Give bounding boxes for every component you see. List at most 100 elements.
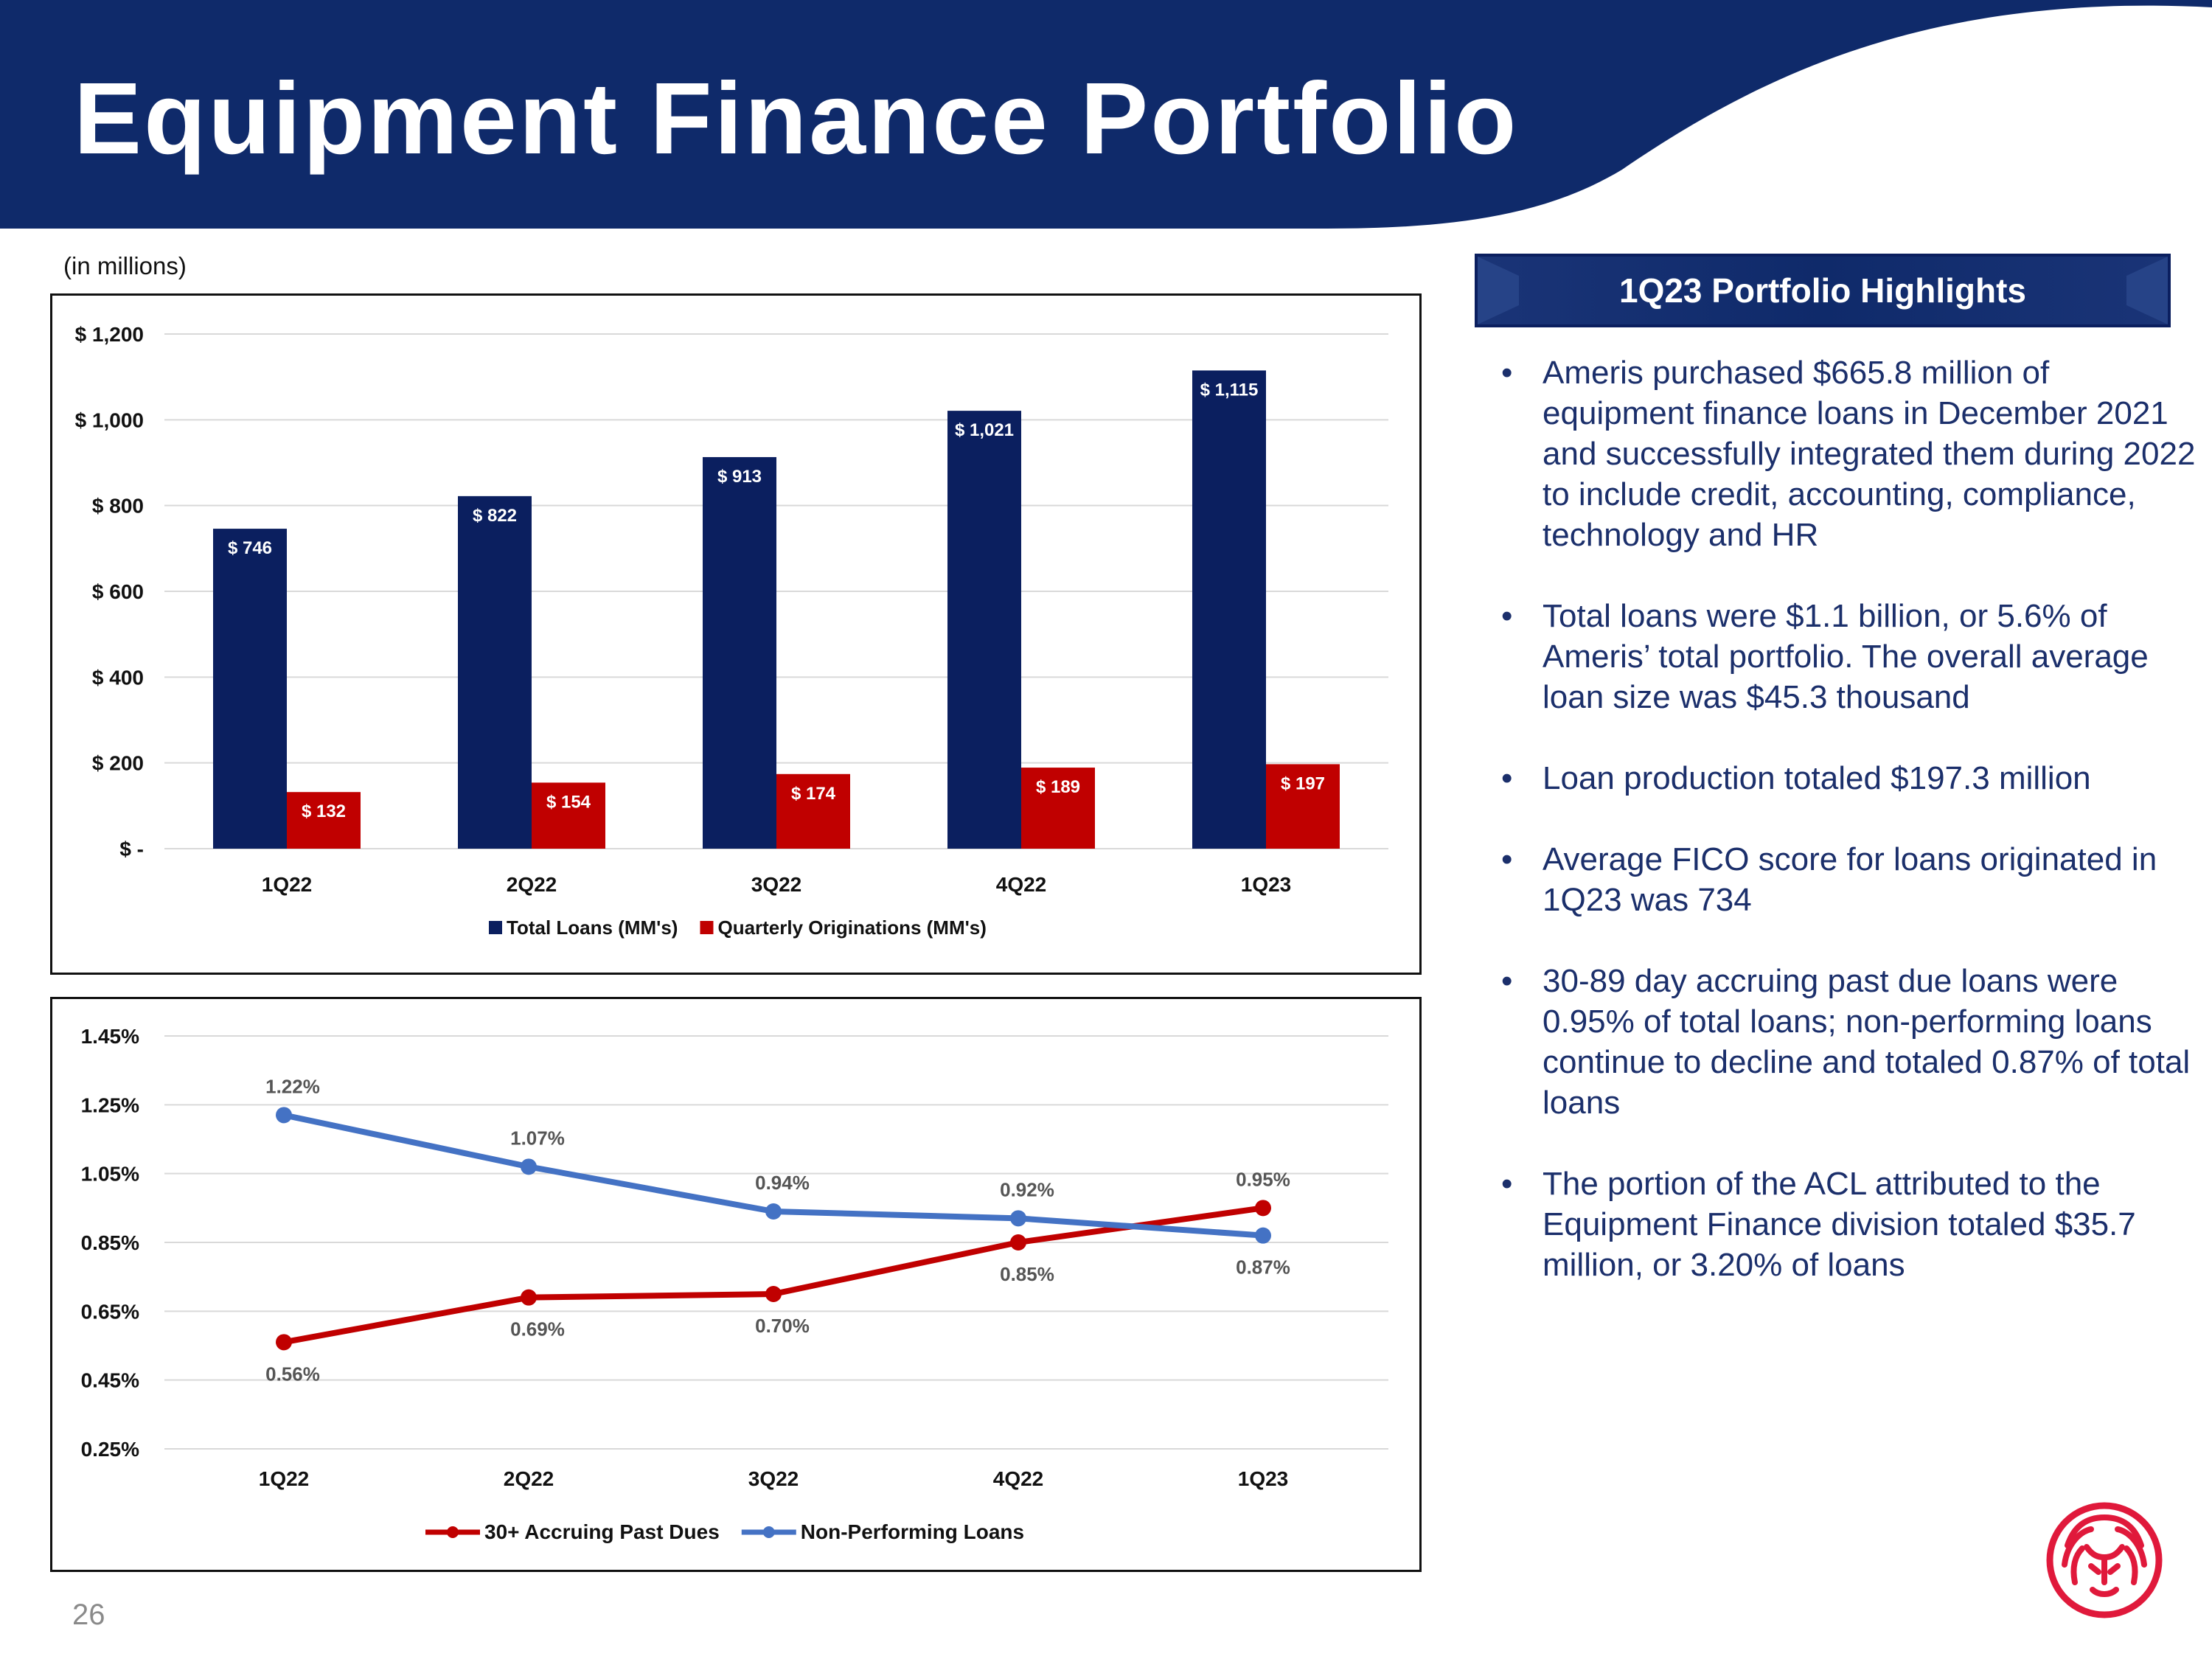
data-point <box>765 1203 782 1220</box>
point-data-label: 0.85% <box>1000 1263 1054 1285</box>
y-tick-label: $ 200 <box>92 752 144 775</box>
y-tick-label: $ 800 <box>92 495 144 518</box>
bar <box>703 456 776 849</box>
bullet-icon: • <box>1501 760 1513 796</box>
bar-data-label: $ 913 <box>717 467 762 487</box>
bar <box>1192 370 1266 849</box>
x-tick-label: 2Q22 <box>504 1467 554 1490</box>
y-tick-label: 1.45% <box>81 1025 139 1048</box>
bar <box>213 529 287 849</box>
legend-label: 30+ Accruing Past Dues <box>484 1520 720 1543</box>
point-data-label: 0.87% <box>1236 1256 1290 1279</box>
header-banner <box>0 0 2212 229</box>
y-tick-label: 1.25% <box>81 1093 139 1116</box>
highlight-text: The portion of the ACL attributed to the… <box>1543 1166 2136 1283</box>
bar-data-label: $ 174 <box>791 784 836 804</box>
legend-label: Total Loans (MM's) <box>507 917 678 939</box>
legend-label: Non-Performing Loans <box>801 1520 1024 1543</box>
lion-logo-icon <box>2046 1502 2163 1618</box>
x-tick-label: 1Q23 <box>1241 873 1292 896</box>
bar-data-label: $ 132 <box>302 801 346 821</box>
bar-data-label: $ 154 <box>546 792 591 812</box>
highlight-item: • The portion of the ACL attributed to th… <box>1497 1164 2197 1285</box>
data-point <box>1010 1234 1026 1251</box>
bar <box>776 773 850 849</box>
data-point <box>1255 1227 1271 1244</box>
point-data-label: 1.22% <box>265 1075 320 1097</box>
point-data-label: 0.69% <box>510 1318 565 1340</box>
past-due-line-chart: 0.25% 0.45% 0.65% 0.85% 1.05% 1.25% 1.45% 1Q22 2… <box>50 997 1422 1572</box>
x-tick-label: 4Q22 <box>993 1467 1044 1490</box>
highlights-title: 1Q23 Portfolio Highlights <box>1618 271 2027 310</box>
bar <box>287 792 361 849</box>
bar-data-label: $ 1,021 <box>955 420 1014 440</box>
bar-data-label: $ 1,115 <box>1200 380 1259 400</box>
y-tick-label: $ - <box>119 838 144 860</box>
bullet-icon: • <box>1501 963 1513 999</box>
y-tick-label: 0.45% <box>81 1369 139 1392</box>
bar-chart-canvas: $ - $ 200 $ 400 $ 600 $ 800 $ 1,000 $ 1,200 $ 7… <box>75 323 1388 939</box>
highlight-item: • Loan production totaled $197.3 million <box>1497 758 2197 799</box>
bar-data-label: $ 746 <box>228 538 272 558</box>
y-tick-label: $ 400 <box>92 666 144 689</box>
data-point <box>521 1289 537 1306</box>
bar-data-label: $ 189 <box>1036 777 1080 797</box>
highlight-text: Ameris purchased $665.8 million of equip… <box>1543 355 2196 553</box>
point-data-label: 0.94% <box>755 1172 810 1194</box>
data-point <box>276 1334 292 1351</box>
units-note: (in millions) <box>63 252 187 279</box>
point-data-label: 1.07% <box>510 1127 565 1149</box>
point-data-label: 0.56% <box>265 1363 320 1385</box>
legend-marker <box>447 1526 459 1538</box>
y-tick-label: 1.05% <box>81 1163 139 1186</box>
x-tick-label: 1Q23 <box>1238 1467 1289 1490</box>
data-point <box>1255 1200 1271 1217</box>
data-point <box>276 1107 292 1124</box>
highlight-item: • Average FICO score for loans originated… <box>1497 839 2197 920</box>
y-tick-label: $ 1,200 <box>75 323 144 346</box>
bar <box>947 411 1021 849</box>
total-loans-bar-chart: $ - $ 200 $ 400 $ 600 $ 800 $ 1,000 $ 1,200 $ 7… <box>50 293 1422 975</box>
data-point <box>521 1158 537 1175</box>
bullet-icon: • <box>1501 355 1513 391</box>
legend-marker <box>762 1526 775 1538</box>
highlight-item: • 30-89 day accruing past due loans were … <box>1497 961 2197 1123</box>
data-point <box>765 1286 782 1302</box>
highlight-item: • Ameris purchased $665.8 million of equi… <box>1497 352 2197 555</box>
highlights-list: • Ameris purchased $665.8 million of equi… <box>1497 352 2197 1326</box>
y-tick-label: 0.25% <box>81 1438 139 1461</box>
highlight-item: • Total loans were $1.1 billion, or 5.6% … <box>1497 596 2197 717</box>
point-data-label: 0.70% <box>755 1315 810 1337</box>
data-point <box>1010 1210 1026 1227</box>
page-title: Equipment Finance Portfolio <box>74 62 1519 175</box>
bar <box>1266 764 1340 849</box>
bar-data-label: $ 197 <box>1281 773 1325 793</box>
highlights-banner <box>1475 254 2171 327</box>
y-tick-label: 0.85% <box>81 1231 139 1254</box>
x-tick-label: 3Q22 <box>751 873 802 896</box>
legend-label: Quarterly Originations (MM's) <box>717 917 986 939</box>
legend-swatch <box>489 921 502 934</box>
highlight-text: 30-89 day accruing past due loans were 0… <box>1543 963 2191 1121</box>
x-tick-label: 3Q22 <box>748 1467 799 1490</box>
bar <box>1021 768 1095 849</box>
page-number: 26 <box>72 1599 105 1631</box>
highlight-text: Total loans were $1.1 billion, or 5.6% o… <box>1543 598 2149 715</box>
x-tick-label: 1Q22 <box>259 1467 310 1490</box>
y-tick-label: $ 600 <box>92 580 144 603</box>
bar <box>532 782 605 849</box>
highlight-text: Average FICO score for loans originated … <box>1543 841 2157 918</box>
bullet-icon: • <box>1501 841 1513 877</box>
bullet-icon: • <box>1501 1166 1513 1202</box>
legend-swatch <box>700 921 714 934</box>
x-tick-label: 1Q22 <box>262 873 313 896</box>
point-data-label: 0.92% <box>1000 1178 1054 1200</box>
x-tick-label: 2Q22 <box>507 873 557 896</box>
x-tick-label: 4Q22 <box>996 873 1047 896</box>
bar-data-label: $ 822 <box>473 506 517 526</box>
y-tick-label: $ 1,000 <box>75 408 144 431</box>
bullet-icon: • <box>1501 598 1513 634</box>
highlight-text: Loan production totaled $197.3 million <box>1543 760 2091 796</box>
bar <box>458 495 532 849</box>
point-data-label: 0.95% <box>1236 1168 1290 1190</box>
